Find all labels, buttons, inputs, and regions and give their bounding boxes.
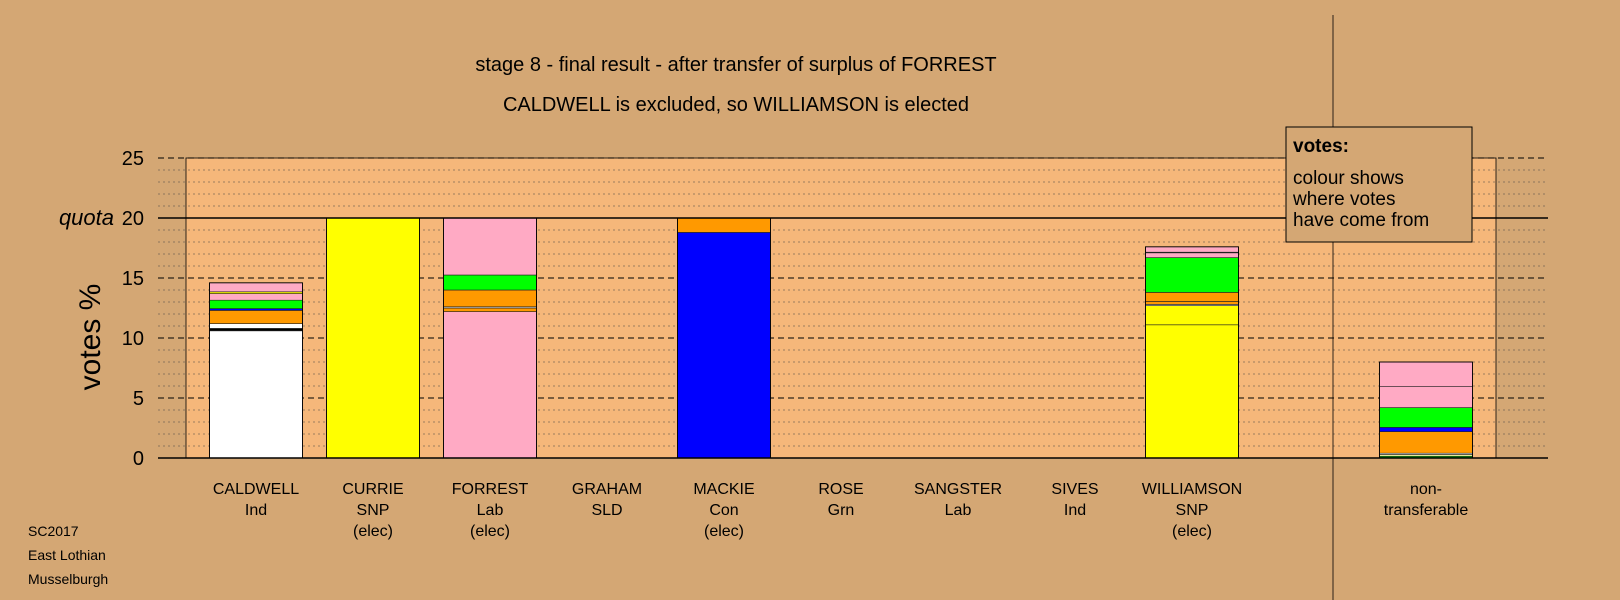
candidate-status: (elec): [353, 523, 393, 540]
legend-line: colour shows: [1293, 168, 1404, 189]
y-tick-label: 10: [122, 328, 144, 350]
quota-label: quota: [59, 205, 114, 230]
bar-segment: [677, 217, 771, 233]
candidate-status: (elec): [704, 523, 744, 540]
bar-segment: [1379, 431, 1473, 454]
candidate-party: SNP: [1176, 502, 1209, 519]
bar-segment: [1379, 427, 1473, 432]
candidate-name: CALDWELL: [213, 481, 299, 498]
legend-line: have come from: [1293, 210, 1429, 231]
candidate-name: MACKIE: [693, 481, 754, 498]
bar-segment: [1379, 386, 1473, 408]
y-tick-label: 25: [122, 148, 144, 170]
bar-segment: [1145, 305, 1239, 326]
bar-segment: [443, 311, 537, 459]
bar-segment: [1379, 361, 1473, 387]
candidate-status: (elec): [470, 523, 510, 540]
candidate-party: Grn: [828, 502, 855, 519]
bar-segment: [1145, 252, 1239, 258]
bar-segment: [209, 310, 303, 324]
candidate-name: SANGSTER: [914, 481, 1002, 498]
bar-segment: [1379, 407, 1473, 428]
candidate-name: FORREST: [452, 481, 529, 498]
footer-ward: Musselburgh: [28, 571, 109, 587]
candidate-party: SNP: [357, 502, 390, 519]
bar-segment: [1145, 324, 1239, 459]
legend-title: votes:: [1293, 136, 1349, 157]
bar-segment: [326, 217, 420, 459]
candidate-party: Ind: [245, 502, 267, 519]
y-tick-label: 0: [133, 448, 144, 470]
bar-segment: [209, 299, 303, 309]
candidate-party: Ind: [1064, 502, 1086, 519]
bar-segment: [1145, 301, 1239, 305]
candidate-party: Con: [709, 502, 738, 519]
candidate-party: Lab: [477, 502, 504, 519]
bar-segment: [443, 217, 537, 276]
bar-segment: [677, 232, 771, 459]
bar-segment: [1145, 257, 1239, 293]
bar-segment: [209, 293, 303, 301]
chart-subtitle: CALDWELL is excluded, so WILLIAMSON is e…: [503, 94, 969, 116]
candidate-party: SLD: [591, 502, 622, 519]
bar-segment: [209, 323, 303, 329]
bar-segment: [443, 274, 537, 291]
legend: votes: colour shows where votes have com…: [1285, 126, 1473, 243]
footer-election: SC2017: [28, 523, 79, 539]
candidate-name: GRAHAM: [572, 481, 642, 498]
candidate-party: Lab: [945, 502, 972, 519]
candidate-name: non-: [1410, 481, 1442, 498]
candidate-name: ROSE: [818, 481, 863, 498]
legend-box: [1285, 126, 1473, 243]
candidate-party: transferable: [1384, 502, 1469, 519]
y-tick-label: 15: [122, 268, 144, 290]
y-tick-label: 5: [133, 388, 144, 410]
bar-segment: [1145, 246, 1239, 253]
candidate-name: WILLIAMSON: [1142, 481, 1242, 498]
footer-council: East Lothian: [28, 547, 106, 563]
candidate-name: SIVES: [1051, 481, 1098, 498]
y-axis-label: votes %: [74, 284, 107, 391]
legend-line: where votes: [1292, 189, 1395, 210]
y-tick-label: 20: [122, 208, 144, 230]
bar-segment: [209, 282, 303, 293]
bar-segment: [209, 328, 303, 332]
candidate-name: CURRIE: [342, 481, 403, 498]
chart-title: stage 8 - final result - after transfer …: [475, 54, 996, 76]
candidate-status: (elec): [1172, 523, 1212, 540]
bar-segment: [1145, 292, 1239, 302]
bar-segment: [443, 307, 537, 312]
bar-segment: [209, 330, 303, 459]
bar-segment: [443, 289, 537, 308]
